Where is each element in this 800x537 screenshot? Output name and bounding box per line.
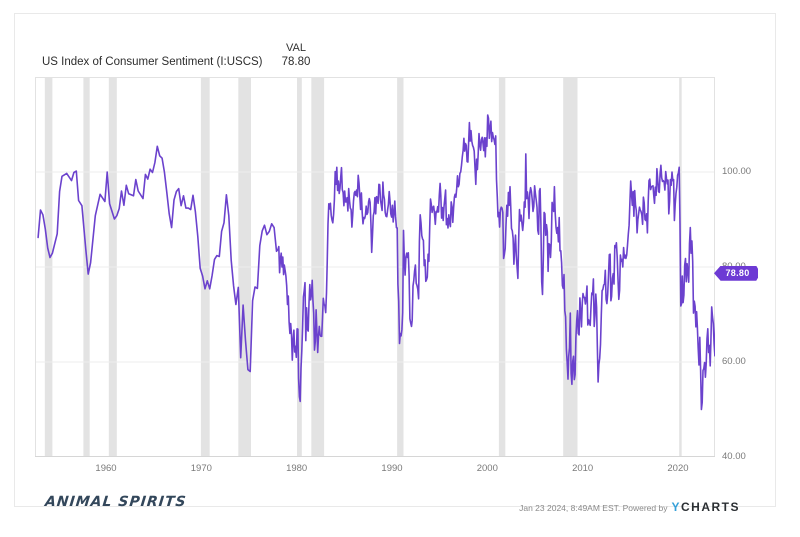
x-tick-label: 2000 (476, 463, 498, 474)
y-tick-label: 60.00 (722, 356, 746, 367)
x-tick-label: 1960 (95, 463, 117, 474)
ycharts-logo: YCHARTS (671, 500, 740, 514)
recession-band (200, 77, 210, 457)
recession-band (83, 77, 90, 457)
recession-band (563, 77, 578, 457)
recession-band (311, 77, 325, 457)
recession-band (397, 77, 404, 457)
x-tick-label: 2020 (667, 463, 689, 474)
sentiment-line-chart (35, 77, 715, 457)
recession-band (297, 77, 302, 457)
recession-band (498, 77, 506, 457)
chart-title: US Index of Consumer Sentiment (I:USCS) (42, 56, 263, 68)
recession-band (108, 77, 117, 457)
recession-band (238, 77, 251, 457)
current-value-text: 78.80 (281, 56, 311, 68)
y-tick-label: 40.00 (722, 451, 746, 462)
x-tick-label: 1990 (381, 463, 403, 474)
x-tick-label: 1970 (190, 463, 212, 474)
value-column-header: VAL (286, 42, 306, 54)
footer-attribution: Jan 23 2024, 8:49AM EST. Powered by YCHA… (519, 500, 740, 514)
ycharts-logo-charts: CHARTS (681, 500, 740, 514)
plot-border (35, 77, 715, 457)
chart-card: US Index of Consumer Sentiment (I:USCS) … (14, 13, 776, 514)
recession-band (44, 77, 53, 457)
y-tick-label: 100.00 (722, 166, 752, 177)
recession-band (679, 77, 682, 457)
x-tick-label: 1980 (286, 463, 308, 474)
last-value-badge: 78.80 (714, 265, 758, 281)
ycharts-logo-y: Y (671, 500, 681, 514)
animal-spirits-logo: ANIMAL SPIRITS (44, 494, 188, 510)
timestamp-text: Jan 23 2024, 8:49AM EST. Powered by (519, 503, 668, 513)
sentiment-series-line (37, 114, 715, 411)
x-tick-label: 2010 (572, 463, 594, 474)
